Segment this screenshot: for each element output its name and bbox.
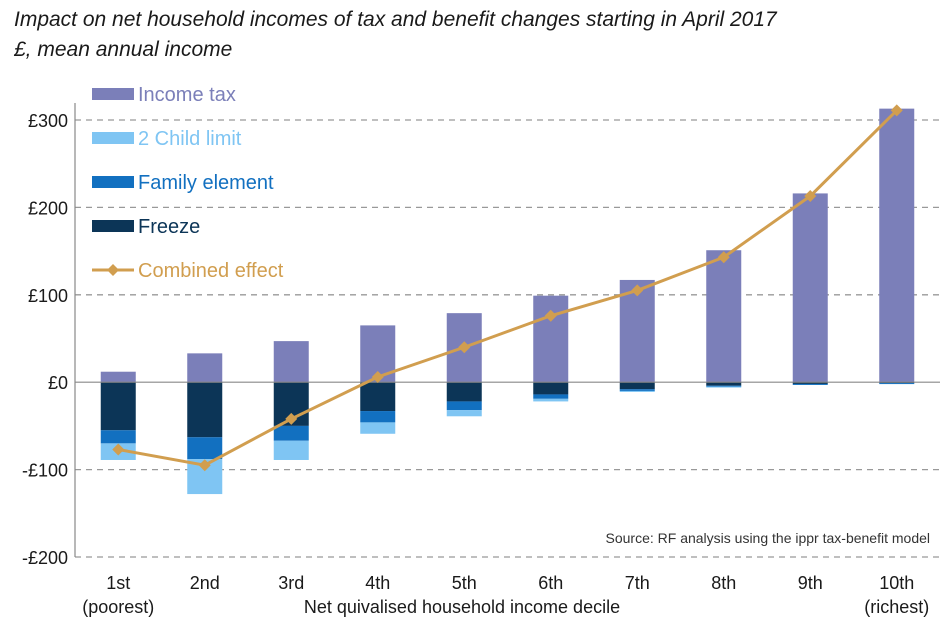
bar-segment-family-element — [533, 394, 569, 399]
combined-effect-marker — [285, 412, 298, 425]
bar-segment-freeze — [619, 382, 655, 390]
bar-segment-family-element — [273, 425, 309, 441]
bar-segment-family-element — [187, 437, 223, 460]
combined-effect-line — [112, 104, 903, 472]
bar-segment-family-element — [706, 385, 742, 387]
x-tick-label: 8th — [711, 573, 736, 593]
combined-effect-marker — [544, 309, 557, 322]
x-tick-label: 7th — [625, 573, 650, 593]
chart-subtitle: £, mean annual income — [14, 38, 233, 61]
bar-segment-income-tax — [533, 295, 569, 383]
bars — [100, 108, 915, 495]
bar-segment-freeze — [360, 382, 396, 412]
legend-label: Income tax — [138, 84, 236, 106]
bar-segment-income-tax — [100, 371, 136, 383]
x-tick-label: 2nd — [190, 573, 220, 593]
bar-segment-freeze — [187, 382, 223, 438]
x-tick-label: 10th — [879, 573, 914, 593]
bar-segment-2-child-limit — [706, 386, 742, 388]
x-tick-sublabel: (poorest) — [82, 597, 154, 617]
x-tick-label: 3rd — [278, 573, 304, 593]
combined-effect-marker — [458, 341, 471, 354]
y-tick-label: £300 — [28, 111, 68, 131]
bar-segment-family-element — [446, 401, 482, 411]
bar-segment-family-element — [360, 411, 396, 423]
bar-segment-freeze — [533, 382, 569, 395]
bar-segment-income-tax — [187, 353, 223, 383]
legend: Income tax 2 Child limit Family element Fre… — [92, 84, 284, 282]
y-tick-label: -£200 — [22, 548, 68, 568]
bar-segment-family-element — [792, 383, 828, 385]
y-tick-label: £0 — [48, 373, 68, 393]
combined-effect-marker — [112, 443, 125, 456]
bar-segment-family-element — [619, 389, 655, 391]
bar-segment-2-child-limit — [273, 440, 309, 460]
bar-segment-family-element — [100, 430, 136, 444]
y-tick-label: £200 — [28, 198, 68, 218]
bar-segment-income-tax — [706, 250, 742, 383]
x-tick-label: 6th — [538, 573, 563, 593]
x-tick-label: 9th — [798, 573, 823, 593]
combined-effect-marker — [804, 190, 817, 203]
legend-swatch — [92, 88, 134, 100]
bar-segment-2-child-limit — [619, 390, 655, 392]
legend-swatch — [92, 132, 134, 144]
y-tick-labels: -£200 -£100 £0 £100 £200 £300 — [22, 111, 68, 568]
bar-segment-freeze — [706, 382, 742, 386]
combined-effect-marker — [890, 104, 903, 117]
bar-segment-2-child-limit — [533, 398, 569, 402]
bar-segment-income-tax — [273, 341, 309, 383]
combined-effect-marker — [198, 459, 211, 472]
legend-label: 2 Child limit — [138, 128, 242, 150]
legend-swatch — [92, 176, 134, 188]
legend-label: Freeze — [138, 216, 200, 238]
legend-label: Combined effect — [138, 260, 284, 282]
legend-label: Family element — [138, 172, 274, 194]
x-tick-label: 4th — [365, 573, 390, 593]
bar-segment-2-child-limit — [446, 410, 482, 417]
bar-segment-income-tax — [792, 193, 828, 383]
x-tick-sublabel: (richest) — [864, 597, 929, 617]
x-axis-label: Net quivalised household income decile — [304, 597, 620, 617]
combined-effect-marker — [371, 370, 384, 383]
chart-title: Impact on net household incomes of tax a… — [14, 8, 777, 31]
y-tick-label: -£100 — [22, 461, 68, 481]
combined-effect-marker — [631, 284, 644, 297]
x-tick-label: 1st — [106, 573, 130, 593]
combined-effect-polyline — [117, 109, 898, 467]
bar-segment-income-tax — [879, 108, 915, 383]
bar-segment-freeze — [100, 382, 136, 431]
legend-swatch-marker — [107, 264, 119, 276]
source-note: Source: RF analysis using the ippr tax-b… — [606, 530, 931, 546]
y-tick-label: £100 — [28, 286, 68, 306]
bar-segment-family-element — [879, 383, 915, 385]
legend-swatch — [92, 220, 134, 232]
combined-effect-marker — [717, 251, 730, 264]
bar-segment-freeze — [792, 382, 828, 384]
bar-segment-income-tax — [619, 279, 655, 383]
x-tick-label: 5th — [452, 573, 477, 593]
x-tick-labels: 1st (poorest) 2nd 3rd 4th 5th 6th 7th 8th 9th 10th… — [82, 573, 929, 617]
bar-segment-2-child-limit — [360, 422, 396, 434]
bar-segment-freeze — [446, 382, 482, 402]
